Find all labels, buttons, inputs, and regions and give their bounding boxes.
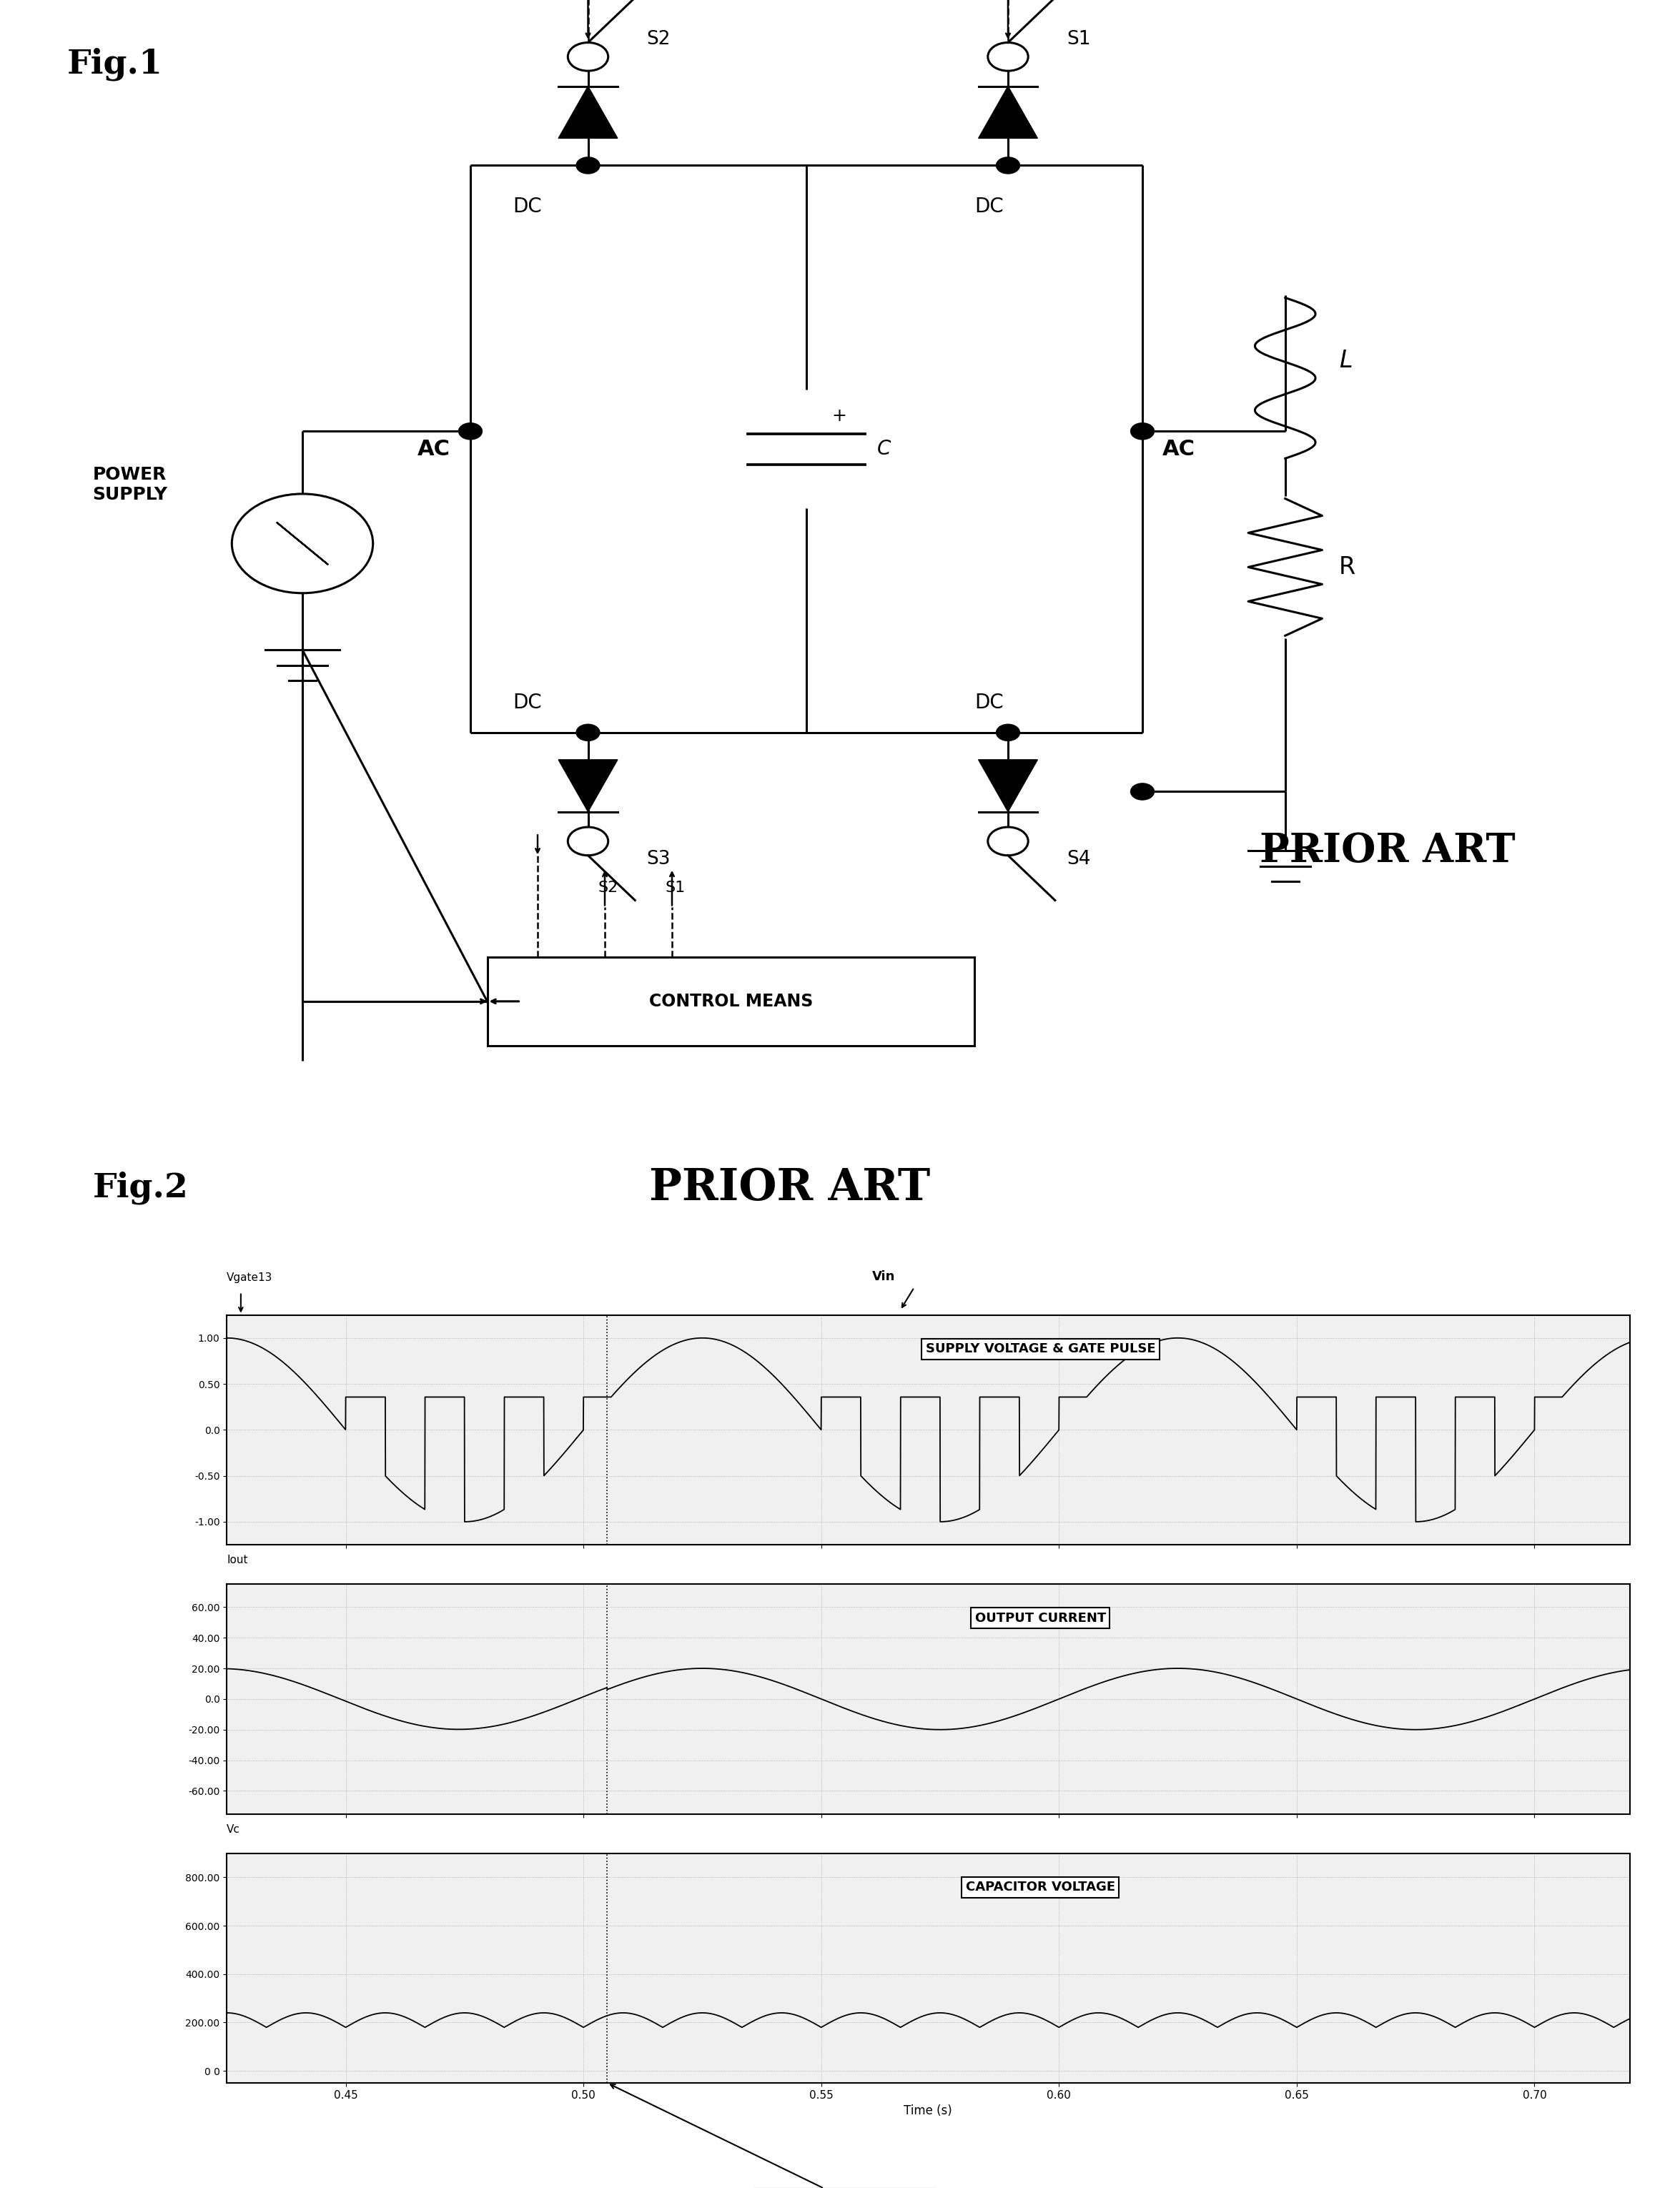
Text: AC: AC [1163,438,1196,459]
Text: POWER
SUPPLY: POWER SUPPLY [92,466,168,503]
Text: R: R [1339,556,1356,580]
Circle shape [459,422,482,440]
Text: Iout: Iout [227,1556,249,1567]
Circle shape [996,724,1020,742]
Bar [487,956,974,1046]
Text: PRIOR ART: PRIOR ART [1260,831,1515,871]
Text: +: + [832,407,847,424]
Circle shape [1131,783,1154,801]
Circle shape [576,158,600,173]
Text: L: L [1339,348,1352,372]
Text: S4: S4 [1067,849,1090,869]
Text: S1: S1 [665,880,685,895]
Text: S3: S3 [647,849,670,869]
Circle shape [576,724,600,742]
Text: DC: DC [512,694,541,713]
Circle shape [1131,422,1154,440]
Circle shape [996,158,1020,173]
Text: DC: DC [974,197,1003,217]
Text: Vgate13: Vgate13 [227,1271,272,1282]
Polygon shape [558,759,618,812]
Text: AC: AC [417,438,450,459]
Text: Fig.1: Fig.1 [67,48,163,81]
Text: CONTROL MEANS: CONTROL MEANS [648,993,813,1011]
Polygon shape [558,85,618,138]
Text: DC: DC [512,197,541,217]
Text: Vc: Vc [227,1825,240,1836]
Text: S2: S2 [598,880,618,895]
Text: C: C [877,440,890,459]
Text: PRIOR ART: PRIOR ART [648,1166,931,1210]
Text: DC: DC [974,694,1003,713]
Text: STARTING POINT OF OVERLOAD: STARTING POINT OF OVERLOAD [610,2085,931,2188]
Polygon shape [978,759,1038,812]
Text: SUPPLY VOLTAGE & GATE PULSE: SUPPLY VOLTAGE & GATE PULSE [926,1343,1156,1354]
Text: S2: S2 [647,31,670,48]
X-axis label: Time (s): Time (s) [904,2105,953,2118]
Text: OUTPUT CURRENT: OUTPUT CURRENT [974,1613,1105,1623]
Text: Vin: Vin [872,1269,895,1282]
Text: S1: S1 [1067,31,1090,48]
Polygon shape [978,85,1038,138]
Text: Fig.2: Fig.2 [92,1171,188,1206]
Text: CAPACITOR VOLTAGE: CAPACITOR VOLTAGE [966,1882,1116,1893]
